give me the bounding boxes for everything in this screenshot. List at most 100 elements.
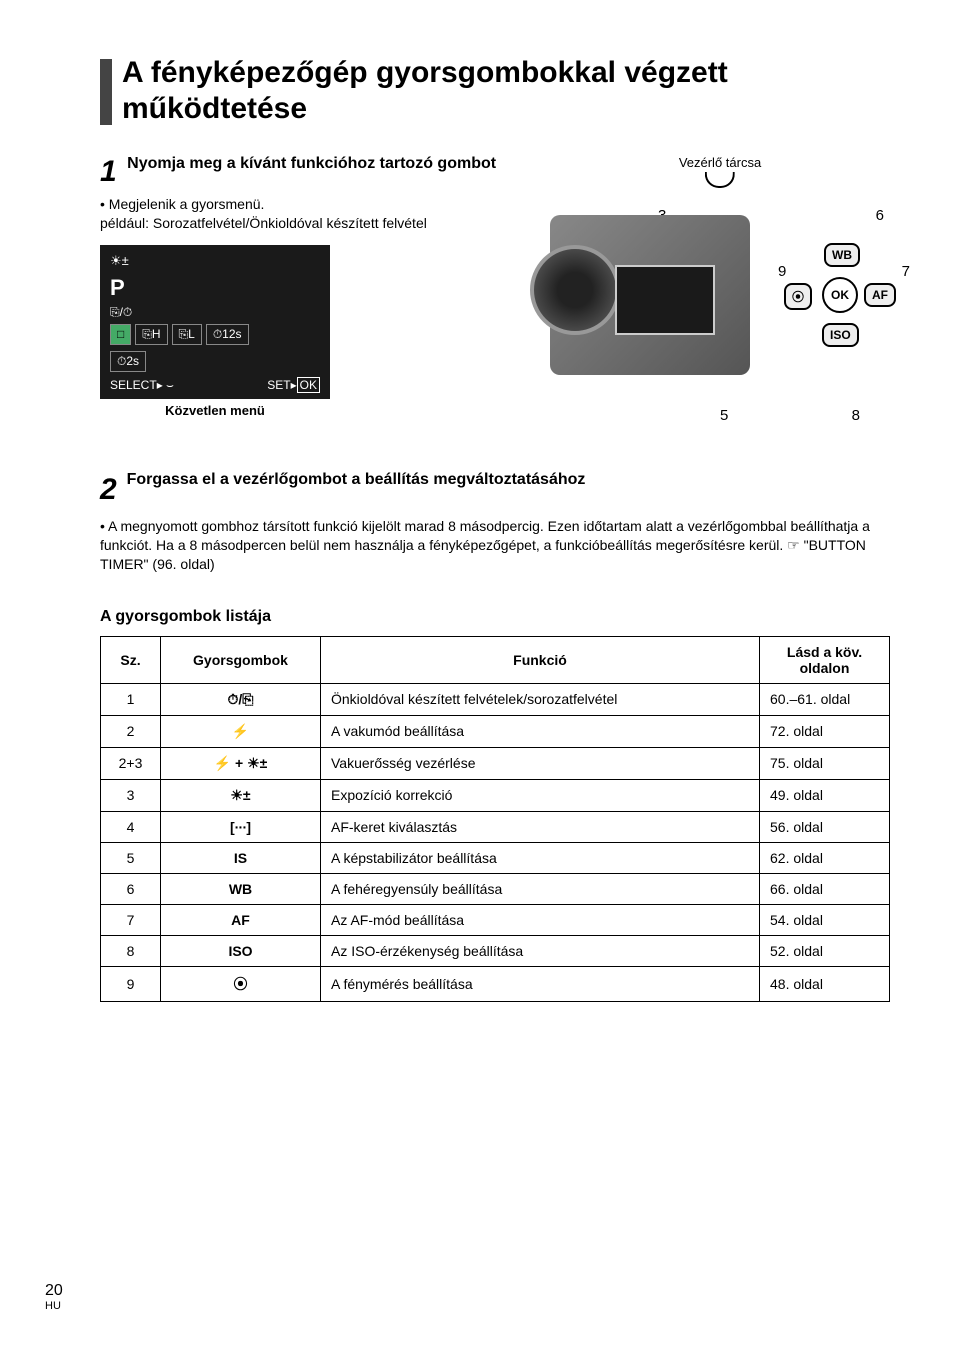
- lcd-select-arrow-icon: [157, 378, 163, 392]
- title-block: A fényképezőgép gyorsgombokkal végzett m…: [100, 55, 890, 127]
- step1-heading: Nyomja meg a kívánt funkcióhoz tartozó g…: [127, 155, 496, 172]
- lcd-mode: P: [110, 275, 320, 301]
- dpad-left: ⦿: [784, 283, 812, 310]
- cell-no: 2: [101, 715, 161, 747]
- cell-page: 49. oldal: [760, 779, 890, 811]
- cell-fn: Expozíció korrekció: [321, 779, 760, 811]
- lcd-select: SELECT: [110, 378, 157, 392]
- table-row: 2+3⚡ + ☀±Vakuerősség vezérlése75. oldal: [101, 747, 890, 779]
- shortcut-table: Sz. Gyorsgombok Funkció Lásd a köv. olda…: [100, 636, 890, 1002]
- step1-example: például: Sorozatfelvétel/Önkioldóval kés…: [100, 214, 516, 233]
- cell-no: 9: [101, 966, 161, 1001]
- cell-fn: Vakuerősség vezérlése: [321, 747, 760, 779]
- table-row: 3☀±Expozíció korrekció49. oldal: [101, 779, 890, 811]
- table-row: 7AFAz AF-mód beállítása54. oldal: [101, 904, 890, 935]
- lcd-cell-row2: ⏱2s: [110, 351, 146, 372]
- dial-icon: [705, 172, 735, 188]
- table-row: 2⚡A vakumód beállítása72. oldal: [101, 715, 890, 747]
- cell-no: 4: [101, 811, 161, 842]
- cell-btn: ⏱/⎘: [161, 683, 321, 715]
- page-number: 20: [45, 1282, 63, 1299]
- cell-page: 66. oldal: [760, 873, 890, 904]
- step2: 2 Forgassa el a vezérlőgombot a beállítá…: [100, 469, 890, 574]
- lcd-cell-1: ⎘H: [135, 324, 167, 345]
- cell-page: 52. oldal: [760, 935, 890, 966]
- callout-5: 5: [720, 407, 728, 424]
- camera-body-shape: [550, 215, 750, 375]
- cell-fn: A fehéregyensúly beállítása: [321, 873, 760, 904]
- step1: 1 Nyomja meg a kívánt funkcióhoz tartozó…: [100, 155, 516, 233]
- table-title: A gyorsgombok listája: [100, 608, 890, 626]
- step2-body: • A megnyomott gombhoz társított funkció…: [100, 517, 890, 574]
- lcd-cell-0: □: [110, 324, 131, 345]
- table-row: 1⏱/⎘Önkioldóval készített felvételek/sor…: [101, 683, 890, 715]
- page-number-block: 20 HU: [45, 1282, 63, 1312]
- dpad-up: WB: [824, 243, 860, 267]
- table-row: 6WBA fehéregyensúly beállítása66. oldal: [101, 873, 890, 904]
- cell-fn: Az AF-mód beállítása: [321, 904, 760, 935]
- cell-fn: AF-keret kiválasztás: [321, 811, 760, 842]
- cell-page: 48. oldal: [760, 966, 890, 1001]
- lcd-ok: OK: [297, 377, 320, 393]
- cell-no: 5: [101, 842, 161, 873]
- camera-lens-shape: [530, 245, 620, 335]
- cell-fn: A vakumód beállítása: [321, 715, 760, 747]
- th-btn: Gyorsgombok: [161, 636, 321, 683]
- dial-label: Vezérlő tárcsa: [679, 155, 761, 188]
- cell-btn: ⚡ + ☀±: [161, 747, 321, 779]
- step2-heading: Forgassa el a vezérlőgombot a beállítás …: [127, 471, 586, 488]
- cell-no: 1: [101, 683, 161, 715]
- cell-no: 6: [101, 873, 161, 904]
- cell-no: 8: [101, 935, 161, 966]
- lcd-cell-2: ⎘L: [172, 324, 202, 345]
- dial-label-text: Vezérlő tárcsa: [679, 155, 761, 170]
- cell-btn: IS: [161, 842, 321, 873]
- title-bar: [100, 59, 112, 125]
- callout-8: 8: [852, 407, 860, 424]
- cell-fn: Az ISO-érzékenység beállítása: [321, 935, 760, 966]
- lcd-panel: ☀± P ⎘/⏱ □ ⎘H ⎘L ⏱12s ⏱2s SELECT ⌣ SETOK: [100, 245, 330, 399]
- lcd-expo-icon: ☀±: [110, 253, 129, 269]
- cell-fn: Önkioldóval készített felvételek/sorozat…: [321, 683, 760, 715]
- cell-no: 7: [101, 904, 161, 935]
- cell-page: 56. oldal: [760, 811, 890, 842]
- lcd-set-arrow-icon: [291, 378, 297, 392]
- cell-fn: A képstabilizátor beállítása: [321, 842, 760, 873]
- cell-fn: A fénymérés beállítása: [321, 966, 760, 1001]
- cell-no: 3: [101, 779, 161, 811]
- cell-btn: ⚡: [161, 715, 321, 747]
- step1-number: 1: [100, 155, 117, 189]
- camera-diagram: Vezérlő tárcsa 2 1 3 6 4 9 7 5 8 WB: [550, 155, 890, 455]
- th-fn: Funkció: [321, 636, 760, 683]
- th-page: Lásd a köv. oldalon: [760, 636, 890, 683]
- camera-screen-shape: [615, 265, 715, 335]
- cell-page: 60.–61. oldal: [760, 683, 890, 715]
- table-row: 8ISOAz ISO-érzékenység beállítása52. old…: [101, 935, 890, 966]
- cell-page: 62. oldal: [760, 842, 890, 873]
- cell-btn: WB: [161, 873, 321, 904]
- table-row: 9⦿A fénymérés beállítása48. oldal: [101, 966, 890, 1001]
- cell-page: 72. oldal: [760, 715, 890, 747]
- lcd-drive-icon: ⎘/⏱: [110, 305, 320, 320]
- dpad: WB ISO ⦿ AF OK: [780, 235, 900, 355]
- cell-btn: ⦿: [161, 966, 321, 1001]
- lcd-cell-3: ⏱12s: [206, 324, 249, 345]
- under-lcd-label: Közvetlen menü: [100, 403, 330, 418]
- table-row: 5ISA képstabilizátor beállítása62. oldal: [101, 842, 890, 873]
- dpad-down: ISO: [822, 323, 859, 347]
- dpad-right: AF: [864, 283, 896, 307]
- step1-bullet: • Megjelenik a gyorsmenü.: [100, 195, 516, 214]
- page-lang: HU: [45, 1300, 63, 1312]
- dpad-center: OK: [822, 277, 858, 313]
- table-row: 4[∙∙∙]AF-keret kiválasztás56. oldal: [101, 811, 890, 842]
- cell-btn: ISO: [161, 935, 321, 966]
- cell-btn: ☀±: [161, 779, 321, 811]
- cell-page: 54. oldal: [760, 904, 890, 935]
- callout-6: 6: [876, 207, 884, 224]
- callout-7: 7: [902, 263, 910, 280]
- cell-btn: [∙∙∙]: [161, 811, 321, 842]
- cell-no: 2+3: [101, 747, 161, 779]
- lcd-set: SET: [267, 378, 290, 392]
- page-title: A fényképezőgép gyorsgombokkal végzett m…: [122, 55, 890, 127]
- cell-btn: AF: [161, 904, 321, 935]
